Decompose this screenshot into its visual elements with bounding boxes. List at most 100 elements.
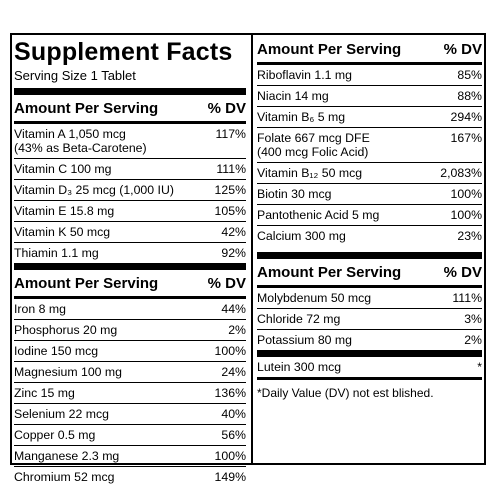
nutrient-name: Thiamin 1.1 mg xyxy=(14,246,99,260)
panel-title: Supplement Facts xyxy=(14,38,233,66)
section-header: Amount Per Serving % DV xyxy=(257,259,482,285)
nutrient-name: Vitamin B₁₂ 50 mcg xyxy=(257,166,363,180)
nutrient-dv: 56% xyxy=(221,428,246,442)
nutrient-dv: 117% xyxy=(215,127,246,141)
amount-per-serving-label: Amount Per Serving xyxy=(257,263,402,281)
nutrient-dv: 92% xyxy=(221,246,246,260)
thick-rule xyxy=(257,252,482,259)
nutrient-name: Selenium 22 mcg xyxy=(14,407,110,421)
nutrient-row: Calcium 300 mg 23% xyxy=(257,226,482,246)
amount-per-serving-label: Amount Per Serving xyxy=(257,40,402,58)
nutrient-dv: 100% xyxy=(214,344,246,358)
nutrient-dv: 23% xyxy=(457,229,482,243)
nutrient-name: Vitamin C 100 mg xyxy=(14,162,112,176)
thick-rule xyxy=(257,350,482,357)
nutrient-dv: 149% xyxy=(214,470,246,484)
nutrient-row: Molybdenum 50 mcg 111% xyxy=(257,288,482,309)
nutrient-dv: 44% xyxy=(221,302,246,316)
nutrient-row: Biotin 30 mcg 100% xyxy=(257,184,482,205)
nutrient-dv: 100% xyxy=(450,208,482,222)
nutrient-name: Phosphorus 20 mg xyxy=(14,323,118,337)
nutrient-name: Lutein 300 mcg xyxy=(257,360,342,374)
nutrient-dv: 105% xyxy=(214,204,246,218)
header-rule xyxy=(257,62,482,65)
nutrient-name: Biotin 30 mcg xyxy=(257,187,332,201)
header-rule xyxy=(14,121,246,124)
right-column: Amount Per Serving % DV Riboflavin 1.1 m… xyxy=(257,36,482,400)
nutrient-row: Lutein 300 mcg * xyxy=(257,357,482,377)
nutrient-dv: 125% xyxy=(214,183,246,197)
nutrient-name: Iron 8 mg xyxy=(14,302,66,316)
nutrient-name: Potassium 80 mg xyxy=(257,333,353,347)
nutrient-name: Vitamin K 50 mcg xyxy=(14,225,111,239)
nutrient-dv: 100% xyxy=(450,187,482,201)
nutrient-dv: 111% xyxy=(452,291,482,305)
nutrient-name: Vitamin E 15.8 mg xyxy=(14,204,115,218)
nutrient-row: Magnesium 100 mg 24% xyxy=(14,362,246,383)
nutrient-dv: 24% xyxy=(221,365,246,379)
nutrient-name: Zinc 15 mg xyxy=(14,386,75,400)
nutrient-dv: 294% xyxy=(450,110,482,124)
nutrient-row: Riboflavin 1.1 mg 85% xyxy=(257,65,482,86)
dv-label: % DV xyxy=(443,263,482,281)
dv-label: % DV xyxy=(443,40,482,58)
nutrient-row: Pantothenic Acid 5 mg 100% xyxy=(257,205,482,226)
nutrient-row: Folate 667 mcg DFE (400 mcg Folic Acid) 1… xyxy=(257,128,482,163)
nutrient-dv: 88% xyxy=(457,89,482,103)
nutrient-row: Zinc 15 mg 136% xyxy=(14,383,246,404)
section-header: Amount Per Serving % DV xyxy=(257,36,482,62)
nutrient-row: Selenium 22 mcg 40% xyxy=(14,404,246,425)
nutrient-row: Vitamin K 50 mcg 42% xyxy=(14,222,246,243)
nutrient-name: Riboflavin 1.1 mg xyxy=(257,68,353,82)
nutrient-dv: 85% xyxy=(457,68,482,82)
nutrient-dv: 40% xyxy=(221,407,246,421)
nutrient-row: Vitamin C 100 mg 111% xyxy=(14,159,246,180)
nutrient-row: Thiamin 1.1 mg 92% xyxy=(14,243,246,263)
amount-per-serving-label: Amount Per Serving xyxy=(14,274,159,292)
nutrient-row: Phosphorus 20 mg 2% xyxy=(14,320,246,341)
nutrient-dv: 3% xyxy=(464,312,482,326)
thick-rule xyxy=(14,88,246,95)
nutrient-dv: 100% xyxy=(214,449,246,463)
daily-value-footnote: *Daily Value (DV) not est blished. xyxy=(257,386,434,400)
nutrient-name: Folate 667 mcg DFE (400 mcg Folic Acid) xyxy=(257,131,370,159)
nutrient-name: Calcium 300 mg xyxy=(257,229,346,243)
nutrient-name: Iodine 150 mcg xyxy=(14,344,99,358)
nutrient-dv: * xyxy=(477,360,482,374)
supplement-facts-panel xyxy=(10,33,486,465)
nutrient-name: Niacin 14 mg xyxy=(257,89,329,103)
nutrient-dv: 136% xyxy=(214,386,246,400)
nutrient-dv: 42% xyxy=(221,225,246,239)
nutrient-dv: 2% xyxy=(464,333,482,347)
serving-size: Serving Size 1 Tablet xyxy=(14,68,136,83)
nutrient-dv: 167% xyxy=(450,131,482,145)
nutrient-row: Vitamin E 15.8 mg 105% xyxy=(14,201,246,222)
nutrient-row: Iron 8 mg 44% xyxy=(14,299,246,320)
nutrient-dv: 2,083% xyxy=(440,166,482,180)
nutrient-name: Chloride 72 mg xyxy=(257,312,341,326)
nutrient-row: Chloride 72 mg 3% xyxy=(257,309,482,330)
nutrient-row: Chromium 52 mcg 149% xyxy=(14,467,246,487)
nutrient-name: Chromium 52 mcg xyxy=(14,470,115,484)
nutrient-dv: 2% xyxy=(228,323,246,337)
nutrient-name: Manganese 2.3 mg xyxy=(14,449,120,463)
nutrient-name: Vitamin A 1,050 mcg (43% as Beta-Caroten… xyxy=(14,127,147,155)
amount-per-serving-label: Amount Per Serving xyxy=(14,99,159,117)
nutrient-name: Magnesium 100 mg xyxy=(14,365,122,379)
nutrient-name: Vitamin B₆ 5 mg xyxy=(257,110,346,124)
section-header: Amount Per Serving % DV xyxy=(14,95,246,121)
left-column: Supplement Facts Serving Size 1 Tablet A… xyxy=(14,36,246,487)
footnote-rule xyxy=(257,377,482,380)
dv-label: % DV xyxy=(207,99,246,117)
nutrient-name: Molybdenum 50 mcg xyxy=(257,291,372,305)
nutrient-name: Pantothenic Acid 5 mg xyxy=(257,208,380,222)
nutrient-row: Vitamin A 1,050 mcg (43% as Beta-Caroten… xyxy=(14,124,246,159)
nutrient-row: Iodine 150 mcg 100% xyxy=(14,341,246,362)
column-divider xyxy=(251,33,253,465)
nutrient-row: Vitamin B₁₂ 50 mcg 2,083% xyxy=(257,163,482,184)
nutrient-row: Vitamin D₃ 25 mcg (1,000 IU) 125% xyxy=(14,180,246,201)
thick-rule xyxy=(14,263,246,270)
nutrient-row: Copper 0.5 mg 56% xyxy=(14,425,246,446)
nutrient-dv: 111% xyxy=(216,162,246,176)
nutrient-name: Vitamin D₃ 25 mcg (1,000 IU) xyxy=(14,183,174,197)
